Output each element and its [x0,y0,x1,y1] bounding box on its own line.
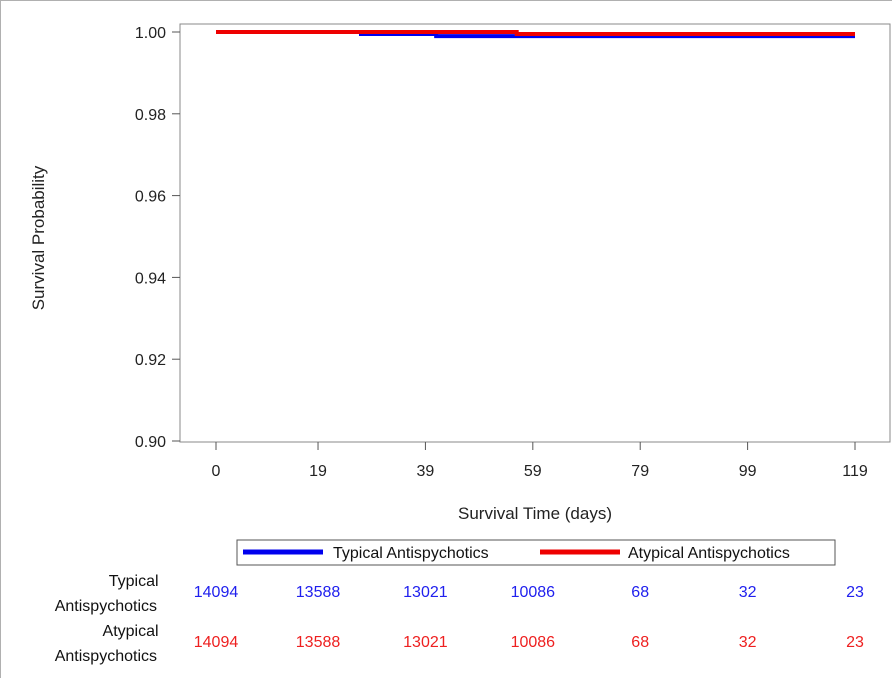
x-axis: 0 19 39 59 79 99 119 [212,442,868,480]
risk-value: 32 [739,584,757,601]
risk-value: 14094 [194,634,239,651]
risk-value: 10086 [511,634,556,651]
risk-value: 68 [631,584,649,601]
y-tick-label: 0.90 [135,434,166,451]
risk-value: 23 [846,584,864,601]
x-tick-label: 99 [739,463,757,480]
x-tick-label: 39 [417,463,435,480]
legend: Typical Antispychotics Atypical Antispyc… [236,539,836,566]
y-tick-label: 0.98 [135,107,166,124]
risk-value: 13021 [403,584,448,601]
risk-value: 13588 [296,634,341,651]
risk-row-label-typical-line1: Typical [109,573,159,590]
y-tick-label: 0.96 [135,189,166,206]
risk-value: 13588 [296,584,341,601]
risk-value: 23 [846,634,864,651]
series-line-atypical [216,30,855,37]
x-tick-label: 119 [842,463,868,480]
risk-row-label-atypical: Atypical Antispychotics [55,623,163,665]
y-tick-label: 0.92 [135,352,166,369]
x-tick-label: 79 [631,463,649,480]
y-axis: 0.90 0.92 0.94 0.96 0.98 1.00 [135,25,180,451]
x-axis-title: Survival Time (days) [458,504,612,523]
risk-table: Typical Antispychotics Atypical Antispyc… [55,573,864,665]
x-tick-label: 0 [212,463,221,480]
risk-row-label-typical: Typical Antispychotics [55,573,163,615]
y-axis-title: Survival Probability [29,165,48,310]
risk-row-label-atypical-line2: Antispychotics [55,648,157,665]
y-tick-label: 1.00 [135,25,166,42]
risk-row-label-typical-line2: Antispychotics [55,598,157,615]
risk-value: 10086 [511,584,556,601]
series-layer [216,30,855,39]
risk-row-label-atypical-line1: Atypical [103,623,159,640]
plot-area [179,23,891,443]
legend-label-atypical: Atypical Antispychotics [628,545,790,562]
risk-value: 68 [631,634,649,651]
legend-label-typical: Typical Antispychotics [333,545,489,562]
x-tick-label: 19 [309,463,327,480]
risk-value: 13021 [403,634,448,651]
x-tick-label: 59 [524,463,542,480]
risk-value: 14094 [194,584,239,601]
y-tick-label: 0.94 [135,270,166,287]
legend-box [236,539,836,566]
risk-value: 32 [739,634,757,651]
risk-values: 14094 13588 13021 10086 68 32 23 14094 13588 1302… [194,584,864,651]
